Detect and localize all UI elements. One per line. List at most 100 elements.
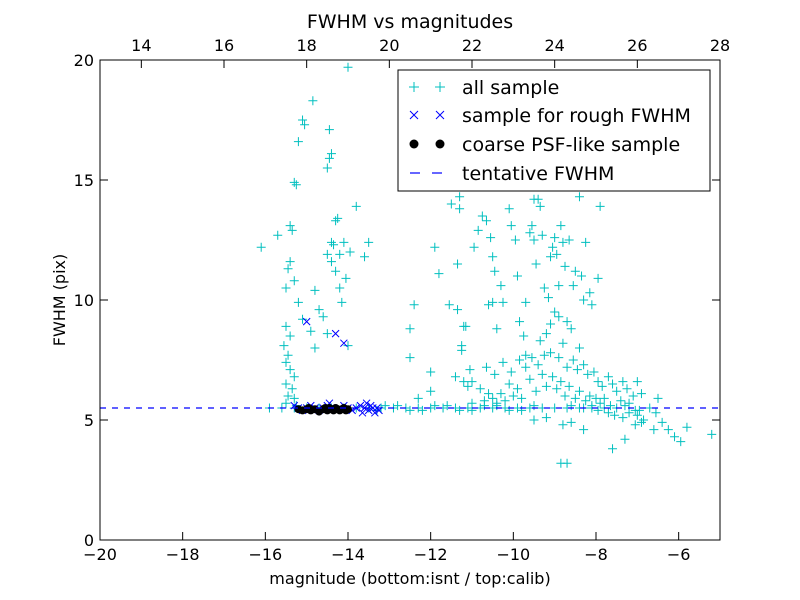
all-sample-point-4 — [289, 177, 299, 187]
all-sample-point-146 — [593, 377, 603, 387]
all-sample-point-174 — [616, 396, 626, 406]
x-tick-label-2: −16 — [248, 545, 282, 564]
x-tick-label-1: −18 — [166, 545, 200, 564]
all-sample-point-69 — [444, 300, 454, 310]
all-sample-point-195 — [481, 362, 491, 372]
all-sample-point-192 — [506, 367, 516, 377]
all-sample-point-153 — [628, 391, 638, 401]
all-sample-point-160 — [548, 372, 558, 382]
all-sample-point-17 — [285, 331, 295, 341]
all-sample-point-0 — [256, 242, 266, 252]
all-sample-point-206 — [624, 408, 634, 418]
all-sample-point-207 — [632, 410, 642, 420]
all-sample-point-59 — [405, 353, 415, 363]
all-sample-point-79 — [465, 365, 475, 375]
all-sample-point-109 — [548, 242, 558, 252]
all-sample-point-82 — [477, 211, 487, 221]
all-sample-point-27 — [281, 398, 291, 408]
all-sample-point-19 — [283, 350, 293, 360]
all-sample-point-75 — [459, 377, 469, 387]
all-sample-point-45 — [335, 249, 345, 259]
all-sample-point-102 — [531, 259, 541, 269]
all-sample-point-112 — [554, 281, 564, 291]
all-sample-point-20 — [281, 357, 291, 367]
all-sample-point-212 — [663, 425, 673, 435]
all-sample-point-18 — [279, 341, 289, 351]
psf-like-point-18 — [344, 405, 352, 414]
top-tick-label-0: 14 — [131, 36, 151, 55]
all-sample-point-138 — [546, 348, 556, 358]
y-tick-label-2: 10 — [74, 291, 94, 310]
all-sample-point-118 — [568, 281, 578, 291]
all-sample-point-16 — [281, 321, 291, 331]
legend-marker-dot-1 — [409, 139, 419, 149]
legend-label-psf-like: coarse PSF-like sample — [462, 134, 680, 156]
all-sample-point-133 — [541, 329, 551, 339]
all-sample-point-91 — [498, 297, 508, 307]
all-sample-point-56 — [343, 341, 353, 351]
legend-entry-psf-like: coarse PSF-like sample — [409, 134, 680, 156]
all-sample-point-80 — [469, 242, 479, 252]
all-sample-point-185 — [488, 393, 498, 403]
all-sample-point-217 — [636, 417, 646, 427]
all-sample-point-216 — [649, 425, 659, 435]
all-sample-point-127 — [595, 201, 605, 211]
all-sample-point-8 — [300, 120, 310, 130]
all-sample-point-32 — [310, 343, 320, 353]
all-sample-point-190 — [521, 362, 531, 372]
ticks-layer: −20 −18 −16 −14 −12 −10 −8 −6 14 16 18 20 22 24 26 28 0 5… — [74, 36, 731, 564]
all-sample-point-113 — [556, 221, 566, 231]
all-sample-point-43 — [322, 249, 332, 259]
y-axis-label: FWHM (pix) — [50, 254, 69, 347]
legend-marker-x-1 — [409, 110, 419, 120]
all-sample-point-202 — [593, 405, 603, 415]
all-sample-point-54 — [364, 237, 374, 247]
all-sample-point-11 — [283, 264, 293, 274]
all-sample-point-89 — [492, 324, 502, 334]
all-sample-point-139 — [554, 353, 564, 363]
all-sample-point-114 — [558, 237, 568, 247]
all-sample-point-47 — [331, 266, 341, 276]
all-sample-point-203 — [603, 408, 613, 418]
all-sample-point-140 — [562, 362, 572, 372]
all-sample-point-124 — [585, 288, 595, 298]
all-sample-point-98 — [521, 350, 531, 360]
all-sample-point-87 — [484, 300, 494, 310]
all-sample-point-262 — [442, 401, 452, 411]
all-sample-point-67 — [455, 204, 465, 214]
y-tick-label-0: 0 — [84, 531, 94, 550]
y-tick-label-3: 15 — [74, 171, 94, 190]
all-sample-point-215 — [682, 422, 692, 432]
all-sample-point-120 — [574, 192, 584, 202]
all-sample-point-165 — [570, 393, 580, 403]
legend-entry-tentative-fwhm: tentative FWHM — [410, 163, 614, 185]
legend-marker-x-2 — [435, 110, 445, 120]
all-sample-point-169 — [591, 393, 601, 403]
x-tick-label-3: −14 — [331, 545, 365, 564]
top-tick-label-5: 24 — [544, 36, 564, 55]
all-sample-point-157 — [531, 386, 541, 396]
all-sample-point-152 — [622, 384, 632, 394]
all-sample-point-23 — [281, 379, 291, 389]
all-sample-point-52 — [351, 201, 361, 211]
all-sample-point-181 — [504, 379, 514, 389]
top-tick-label-2: 18 — [296, 36, 316, 55]
all-sample-point-33 — [322, 329, 332, 339]
all-sample-point-6 — [293, 137, 303, 147]
all-sample-point-36 — [326, 149, 336, 159]
all-sample-point-198 — [539, 350, 549, 360]
all-sample-point-24 — [287, 384, 297, 394]
all-sample-point-92 — [504, 204, 514, 214]
all-sample-point-100 — [527, 221, 537, 231]
all-sample-point-101 — [529, 235, 539, 245]
all-sample-point-7 — [298, 115, 308, 125]
legend-marker-dot-2 — [435, 139, 445, 149]
all-sample-point-176 — [624, 398, 634, 408]
all-sample-point-186 — [484, 389, 494, 399]
all-sample-point-76 — [463, 381, 473, 391]
all-sample-point-14 — [293, 297, 303, 307]
all-sample-point-141 — [568, 355, 578, 365]
all-sample-point-41 — [326, 237, 336, 247]
all-sample-point-219 — [634, 405, 644, 415]
